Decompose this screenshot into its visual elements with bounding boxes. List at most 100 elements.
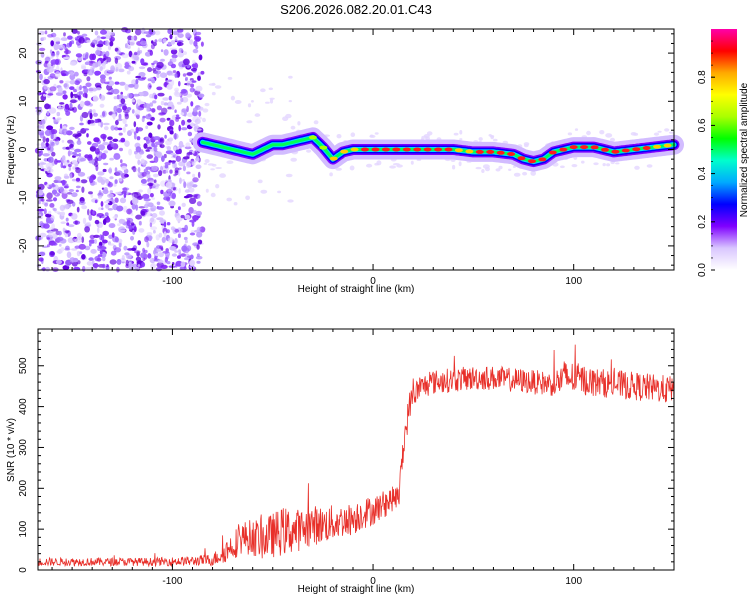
noise-dot [530,170,536,176]
noise-dot [179,177,182,184]
noise-dot [79,157,86,162]
noise-dot [59,243,62,247]
noise-dot [202,117,206,123]
noise-dot [184,146,192,150]
noise-dot [51,141,55,147]
noise-dot [160,180,167,187]
noise-dot [185,78,188,82]
noise-dot [97,195,103,199]
noise-dot [45,217,50,224]
ridge-peak [434,147,443,152]
noise-dot [88,119,95,124]
noise-dot [116,108,122,113]
noise-dot [140,178,147,184]
noise-dot [187,131,193,137]
noise-dot [117,223,121,227]
noise-dot [137,166,141,173]
noise-dot [204,102,210,107]
spectrogram-noise-cloud [34,27,675,273]
noise-dot [47,156,54,163]
noise-dot [102,57,106,61]
noise-dot [143,31,151,34]
noise-dot [164,256,168,264]
noise-dot [90,248,97,254]
ridge-peak [548,150,557,155]
noise-dot [71,147,75,151]
noise-dot [186,64,191,69]
noise-dot [79,85,82,91]
noise-dot [81,33,88,37]
noise-dot [81,236,85,243]
noise-dot [121,173,127,179]
noise-dot [65,80,71,84]
noise-dot [89,176,94,184]
noise-dot [148,132,153,139]
noise-dot [118,113,122,120]
noise-dot [68,189,75,192]
spectrogram-y-tick-label: 20 [18,47,29,59]
noise-dot [119,197,127,204]
noise-dot [100,74,106,80]
noise-dot [99,234,103,241]
noise-dot [121,27,129,33]
noise-dot [40,141,45,148]
noise-dot [126,208,133,215]
noise-dot [147,83,152,90]
noise-dot [126,92,133,99]
noise-dot [136,260,142,264]
noise-dot [191,63,197,68]
noise-dot [100,36,107,40]
noise-dot [49,49,53,54]
noise-dot [151,165,158,172]
noise-dot [86,261,93,266]
noise-dot [43,208,47,215]
noise-dot [97,122,101,127]
noise-dot [185,142,191,148]
noise-dot [157,92,165,97]
noise-dot [60,211,66,217]
noise-dot [140,252,147,259]
noise-dot [85,266,93,270]
noise-dot [155,267,162,272]
noise-dot [134,250,141,254]
noise-dot [56,236,64,242]
noise-dot [63,56,70,60]
noise-dot [335,167,342,171]
noise-dot [586,130,591,136]
noise-dot [57,86,63,94]
noise-dot [136,50,141,56]
noise-dot [226,197,232,202]
noise-dot [288,75,293,79]
noise-dot [180,112,185,116]
noise-dot [606,163,611,167]
noise-dot [107,193,114,199]
noise-dot [197,75,201,81]
noise-dot [92,263,99,268]
noise-dot [192,215,199,221]
noise-dot [103,162,109,166]
noise-dot [186,182,193,189]
noise-dot [118,218,125,224]
snr-x-tick-label: 0 [370,576,376,587]
noise-dot [57,230,62,236]
noise-dot [93,234,100,238]
noise-dot [602,163,606,167]
ridge-peak [580,145,589,150]
noise-dot [102,111,106,117]
noise-dot [38,47,46,52]
noise-dot [94,181,97,186]
noise-dot [166,222,171,226]
noise-dot [120,159,123,164]
noise-dot [38,251,46,257]
noise-dot [58,44,66,50]
noise-dot [45,137,50,143]
noise-dot [78,243,86,250]
noise-dot [73,88,78,93]
noise-dot [80,179,88,184]
noise-dot [170,63,176,69]
noise-dot [59,204,66,211]
noise-dot [135,28,142,36]
ridge-peak [642,146,651,150]
